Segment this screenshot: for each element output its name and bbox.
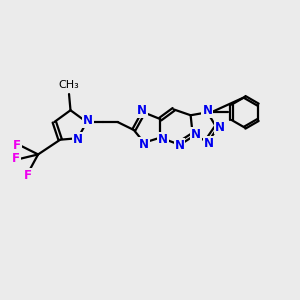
Text: CH₃: CH₃ — [59, 80, 80, 90]
Text: N: N — [73, 133, 83, 146]
Text: N: N — [139, 138, 149, 151]
Text: N: N — [158, 133, 168, 146]
Text: N: N — [202, 104, 212, 117]
Text: N: N — [204, 137, 214, 150]
Text: F: F — [24, 169, 32, 182]
Text: N: N — [174, 139, 184, 152]
Text: N: N — [82, 114, 93, 127]
Text: N: N — [215, 121, 225, 134]
Text: N: N — [137, 104, 147, 117]
Text: N: N — [190, 128, 201, 141]
Text: F: F — [12, 152, 20, 165]
Text: F: F — [13, 139, 21, 152]
